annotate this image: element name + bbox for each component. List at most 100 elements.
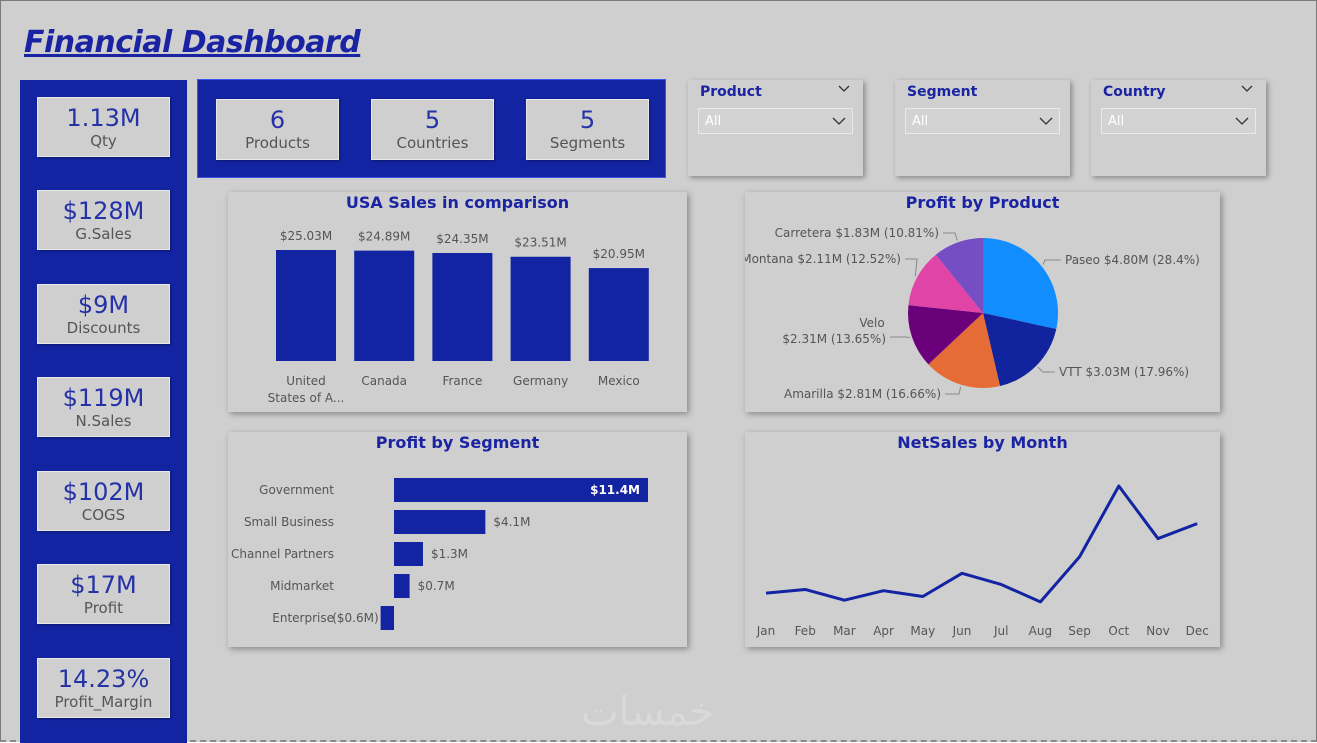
pie-slice: [908, 305, 983, 365]
slice-label: Montana $2.11M (12.52%): [745, 252, 901, 266]
x-tick-label: Sep: [1068, 624, 1091, 638]
chart-title: Profit by Segment: [375, 433, 540, 452]
kpi-value: 14.23%: [57, 665, 150, 693]
data-label: $11.4M: [590, 483, 640, 497]
category-label: Canada: [361, 374, 407, 388]
usa-sales-chart[interactable]: USA Sales in comparison $25.03M United Sta…: [228, 192, 687, 412]
slicer-country: Country All: [1091, 80, 1266, 176]
count-label: Segments: [549, 134, 626, 152]
x-tick-label: Apr: [873, 624, 894, 638]
count-panel: 6 Products 5 Countries 5 Segments: [197, 79, 666, 178]
kpi-value: $9M: [77, 291, 130, 319]
data-label: $20.95M: [593, 247, 645, 261]
leader-line: [1042, 259, 1061, 265]
bar: [394, 542, 423, 566]
x-tick-label: Jun: [952, 624, 972, 638]
kpi-card-gross-sales[interactable]: $128M G.Sales: [37, 190, 170, 250]
dashboard-title: Financial Dashboard: [24, 25, 361, 60]
slicer-value: All: [1108, 114, 1125, 129]
x-tick-label: Jan: [756, 624, 776, 638]
slicer-product: Product All: [688, 80, 863, 176]
category-label: Channel Partners: [231, 547, 334, 561]
slice-label: $2.31M (13.65%): [782, 332, 886, 346]
chevron-down-icon[interactable]: [837, 82, 851, 96]
slice-label: Amarilla $2.81M (16.66%): [784, 387, 941, 401]
category-label: Mexico: [598, 374, 640, 388]
kpi-card-profit-margin[interactable]: 14.23% Profit_Margin: [37, 658, 170, 718]
kpi-card-qty[interactable]: 1.13M Qty: [37, 97, 170, 157]
kpi-card-discounts[interactable]: $9M Discounts: [37, 284, 170, 344]
x-tick-label: May: [910, 624, 935, 638]
bar: [510, 256, 571, 361]
x-tick-label: Dec: [1186, 624, 1209, 638]
data-label: $24.89M: [358, 230, 410, 244]
category-label: United: [286, 374, 325, 388]
slice-label: Velo: [859, 316, 884, 330]
pie-slice: [935, 238, 983, 313]
bar: [394, 574, 410, 598]
chevron-down-icon: [832, 117, 846, 125]
count-card-products[interactable]: 6 Products: [216, 99, 339, 160]
pie-slice: [983, 238, 1058, 329]
leader-line: [943, 232, 958, 241]
bar-chart-svg: $25.03M United States of A... $24.89M Canada…: [268, 229, 649, 405]
slice-label: Carretera $1.83M (10.81%): [775, 226, 939, 240]
pie-slice: [983, 313, 1057, 387]
category-label: Enterprise: [272, 611, 334, 625]
slice-label: VTT $3.03M (17.96%): [1059, 365, 1189, 379]
count-card-countries[interactable]: 5 Countries: [371, 99, 494, 160]
chart-title: USA Sales in comparison: [345, 193, 570, 212]
data-label: $24.35M: [436, 232, 488, 246]
bar: [394, 478, 648, 502]
leader-line: [1037, 366, 1055, 373]
slicer-value: All: [705, 114, 722, 129]
count-value: 5: [424, 106, 441, 134]
slicer-dropdown[interactable]: All: [698, 108, 853, 134]
hbar-chart-svg: Government $11.4M Small Business $4.1M Chann…: [231, 478, 648, 630]
kpi-card-cogs[interactable]: $102M COGS: [37, 471, 170, 531]
kpi-card-net-sales[interactable]: $119M N.Sales: [37, 377, 170, 437]
slicer-value: All: [912, 114, 929, 129]
chevron-down-icon[interactable]: [1240, 82, 1254, 96]
category-label: States of A...: [268, 391, 345, 405]
slicer-dropdown[interactable]: All: [905, 108, 1060, 134]
line-chart-svg: Jan Feb Mar Apr May Jun Jul Aug Sep Oct Nov Dec: [756, 484, 1209, 638]
slicer-segment: Segment All: [895, 80, 1070, 176]
data-label: ($0.6M): [332, 611, 378, 625]
data-label: $1.3M: [431, 547, 468, 561]
kpi-label: G.Sales: [75, 225, 132, 243]
chart-title: Profit by Product: [905, 193, 1060, 212]
kpi-label: Qty: [90, 132, 117, 150]
pie-chart-svg: Paseo $4.80M (28.4%) VTT $3.03M (17.96%) A…: [745, 226, 1200, 401]
kpi-value: $128M: [62, 197, 145, 225]
kpi-card-profit[interactable]: $17M Profit: [37, 564, 170, 624]
count-card-segments[interactable]: 5 Segments: [526, 99, 649, 160]
category-label: Midmarket: [270, 579, 334, 593]
data-label: $4.1M: [493, 515, 530, 529]
slicer-title: Country: [1103, 84, 1166, 100]
profit-by-product-chart[interactable]: Profit by Product Paseo $4.80M (28.4%) VT…: [745, 192, 1220, 412]
x-tick-label: Jul: [993, 624, 1008, 638]
data-label: $25.03M: [280, 229, 332, 243]
data-label: $23.51M: [514, 236, 566, 250]
x-tick-label: Aug: [1029, 624, 1052, 638]
x-tick-label: Oct: [1108, 624, 1129, 638]
category-label: France: [442, 374, 482, 388]
count-value: 5: [579, 106, 596, 134]
x-tick-label: Nov: [1146, 624, 1169, 638]
bar: [394, 510, 486, 534]
category-label: Government: [259, 483, 334, 497]
kpi-label: N.Sales: [75, 412, 132, 430]
chevron-down-icon: [1235, 117, 1249, 125]
kpi-label: COGS: [81, 506, 126, 524]
kpi-value: 1.13M: [66, 104, 141, 132]
series-line: [765, 484, 1198, 604]
slicer-dropdown[interactable]: All: [1101, 108, 1256, 134]
kpi-value: $119M: [62, 384, 145, 412]
count-label: Countries: [396, 134, 469, 152]
kpi-panel: 1.13M Qty $128M G.Sales $9M Discounts $1…: [20, 80, 187, 743]
profit-by-segment-chart[interactable]: Profit by Segment Government $11.4M Small …: [228, 432, 687, 647]
netsales-by-month-chart[interactable]: NetSales by Month Jan Feb Mar Apr May Jun Jul A…: [745, 432, 1220, 647]
kpi-label: Discounts: [66, 319, 141, 337]
